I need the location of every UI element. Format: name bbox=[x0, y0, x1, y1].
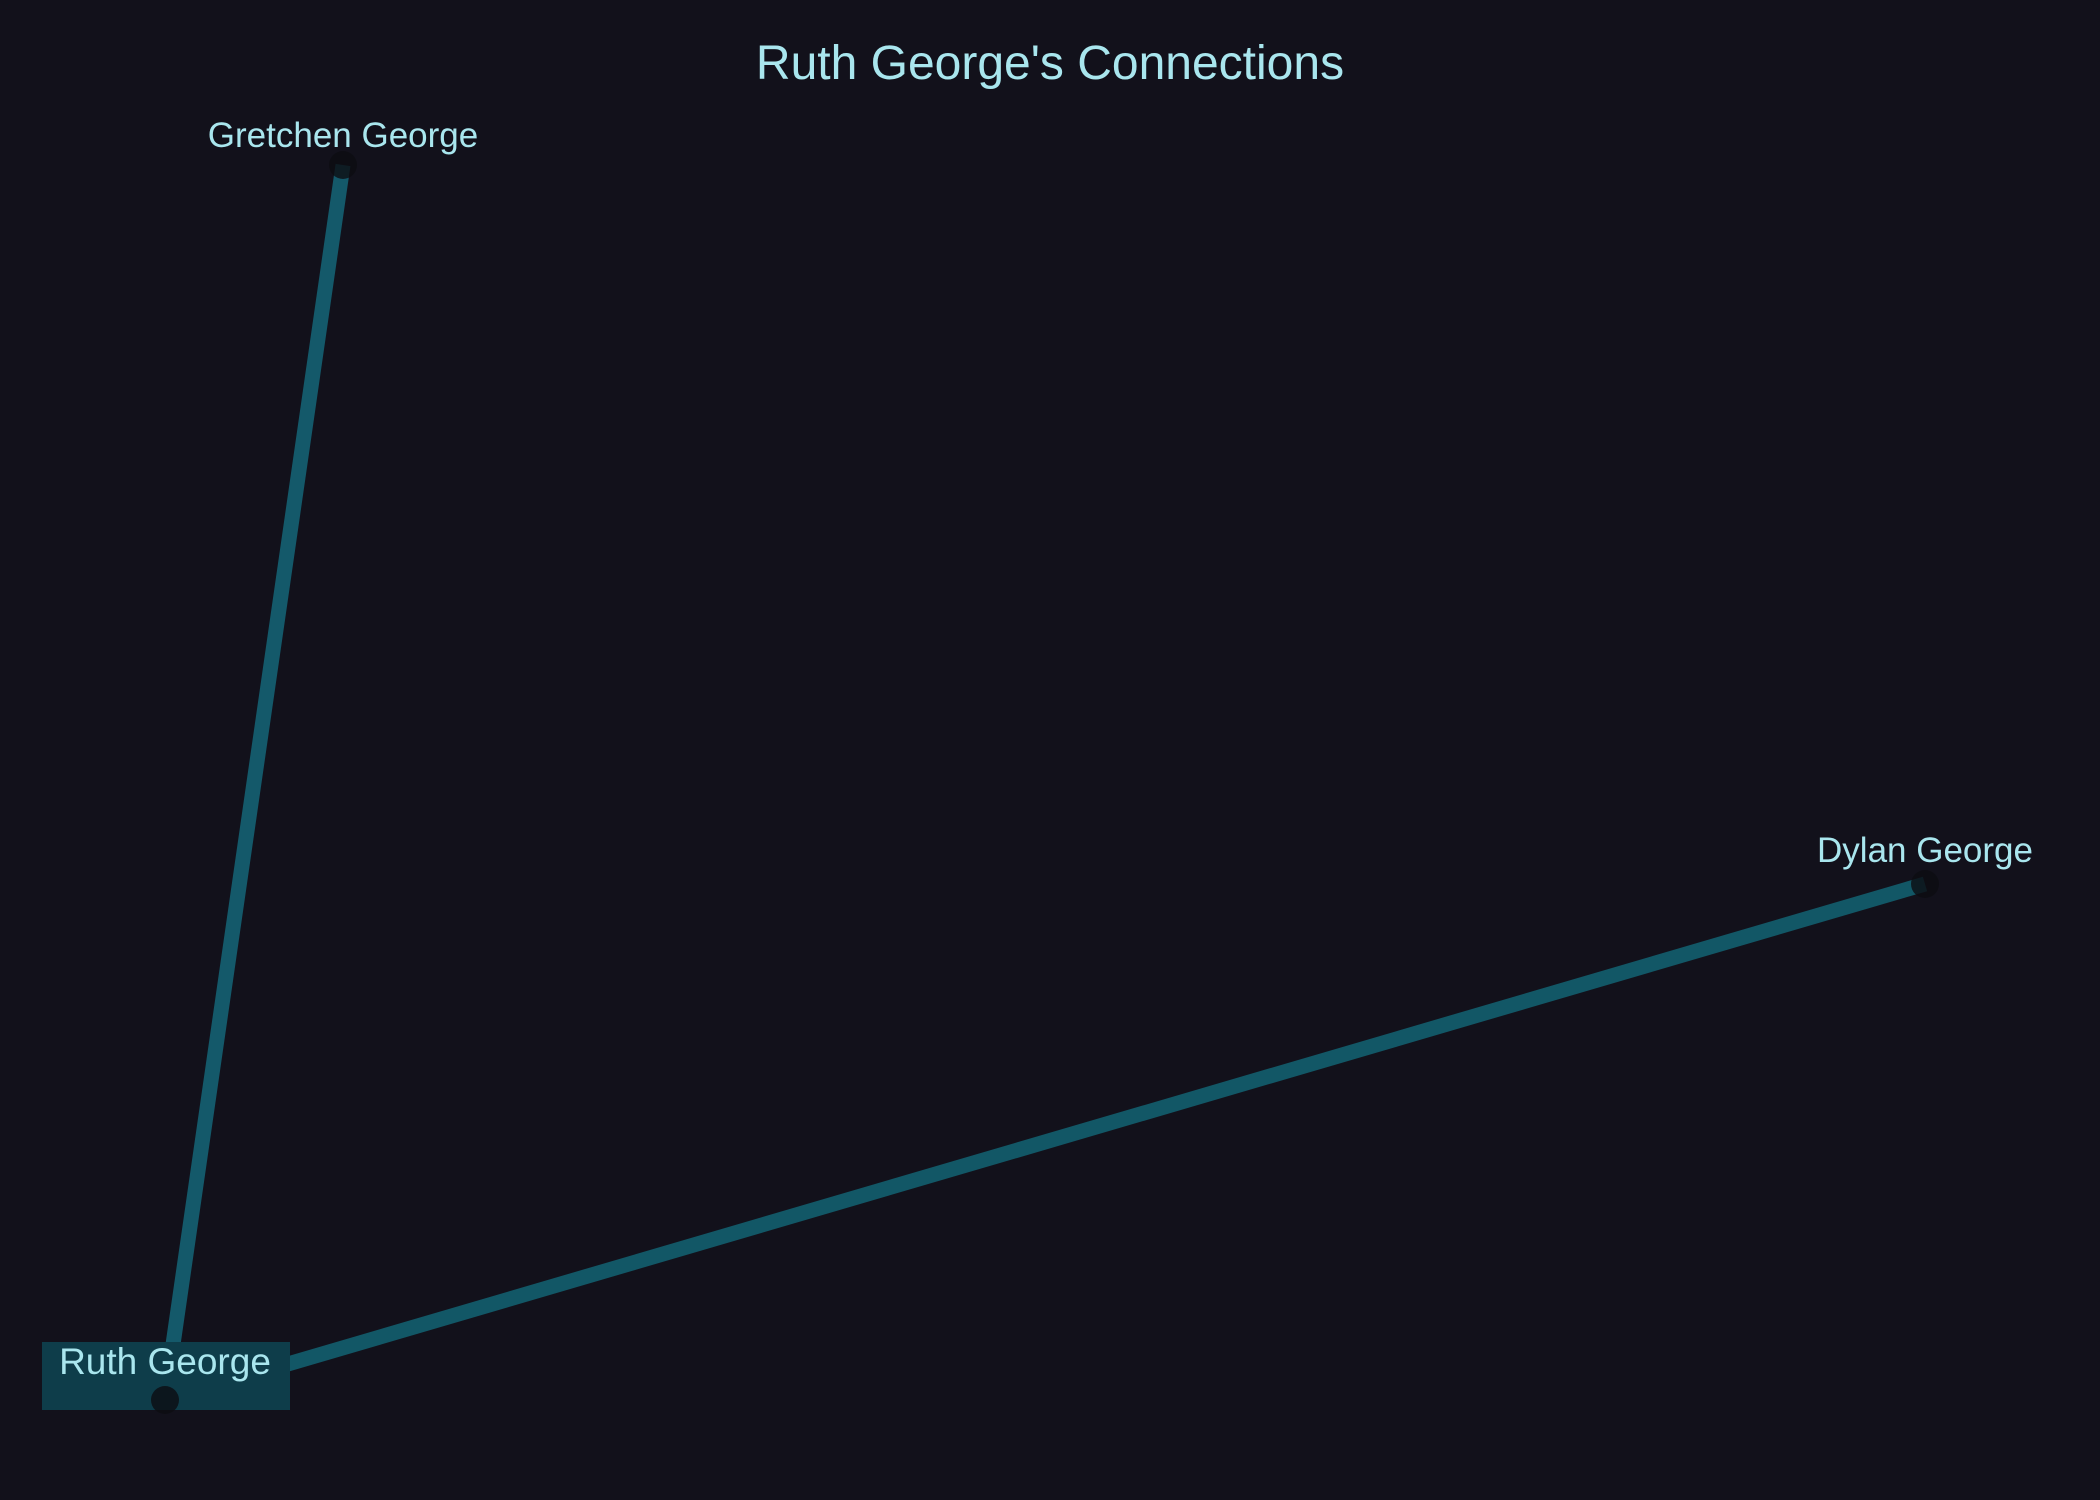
diagram-title: Ruth George's Connections bbox=[755, 37, 1345, 90]
node-label: Gretchen George bbox=[208, 116, 478, 155]
nodes-layer: Ruth George Gretchen George Dylan George bbox=[42, 116, 2033, 1414]
node-ruth[interactable]: Ruth George bbox=[42, 1341, 290, 1414]
node-dot bbox=[151, 1386, 179, 1414]
edge-ruth-gretchen bbox=[157, 163, 351, 1402]
node-dot bbox=[329, 151, 357, 179]
node-dylan[interactable]: Dylan George bbox=[1817, 831, 2033, 898]
node-label: Ruth George bbox=[59, 1341, 271, 1382]
node-label: Dylan George bbox=[1817, 831, 2033, 870]
edges-layer bbox=[157, 163, 1928, 1408]
node-gretchen[interactable]: Gretchen George bbox=[208, 116, 478, 179]
edge-ruth-dylan bbox=[162, 876, 1928, 1408]
node-dot bbox=[1911, 870, 1939, 898]
